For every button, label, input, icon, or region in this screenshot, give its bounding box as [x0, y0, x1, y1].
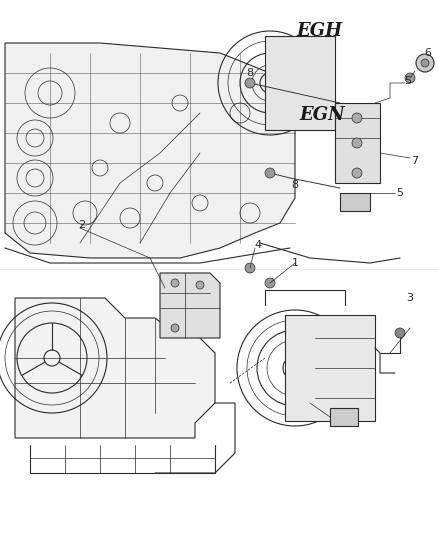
- Text: 1: 1: [292, 258, 299, 268]
- FancyBboxPatch shape: [330, 408, 358, 426]
- Circle shape: [352, 138, 362, 148]
- Text: 2: 2: [78, 220, 85, 230]
- Text: 5: 5: [405, 76, 411, 86]
- Circle shape: [352, 113, 362, 123]
- Text: 8: 8: [247, 68, 254, 78]
- Text: EGH: EGH: [297, 22, 343, 40]
- Circle shape: [245, 263, 255, 273]
- Polygon shape: [5, 43, 295, 258]
- Polygon shape: [15, 298, 215, 438]
- FancyBboxPatch shape: [285, 315, 375, 421]
- Circle shape: [265, 168, 275, 178]
- FancyBboxPatch shape: [340, 193, 370, 211]
- FancyBboxPatch shape: [335, 103, 380, 183]
- Circle shape: [171, 324, 179, 332]
- Text: EGN: EGN: [299, 106, 345, 124]
- Circle shape: [395, 328, 405, 338]
- Circle shape: [405, 73, 415, 83]
- Text: 4: 4: [254, 240, 261, 250]
- Circle shape: [245, 78, 255, 88]
- Text: 6: 6: [424, 48, 431, 58]
- Text: 7: 7: [411, 156, 419, 166]
- Circle shape: [196, 281, 204, 289]
- Text: 8: 8: [291, 180, 299, 190]
- Circle shape: [265, 278, 275, 288]
- Circle shape: [416, 54, 434, 72]
- Circle shape: [421, 59, 429, 67]
- Text: 3: 3: [406, 293, 413, 303]
- FancyBboxPatch shape: [265, 36, 335, 130]
- Polygon shape: [160, 273, 220, 338]
- Text: 5: 5: [396, 188, 403, 198]
- Circle shape: [171, 279, 179, 287]
- Circle shape: [352, 168, 362, 178]
